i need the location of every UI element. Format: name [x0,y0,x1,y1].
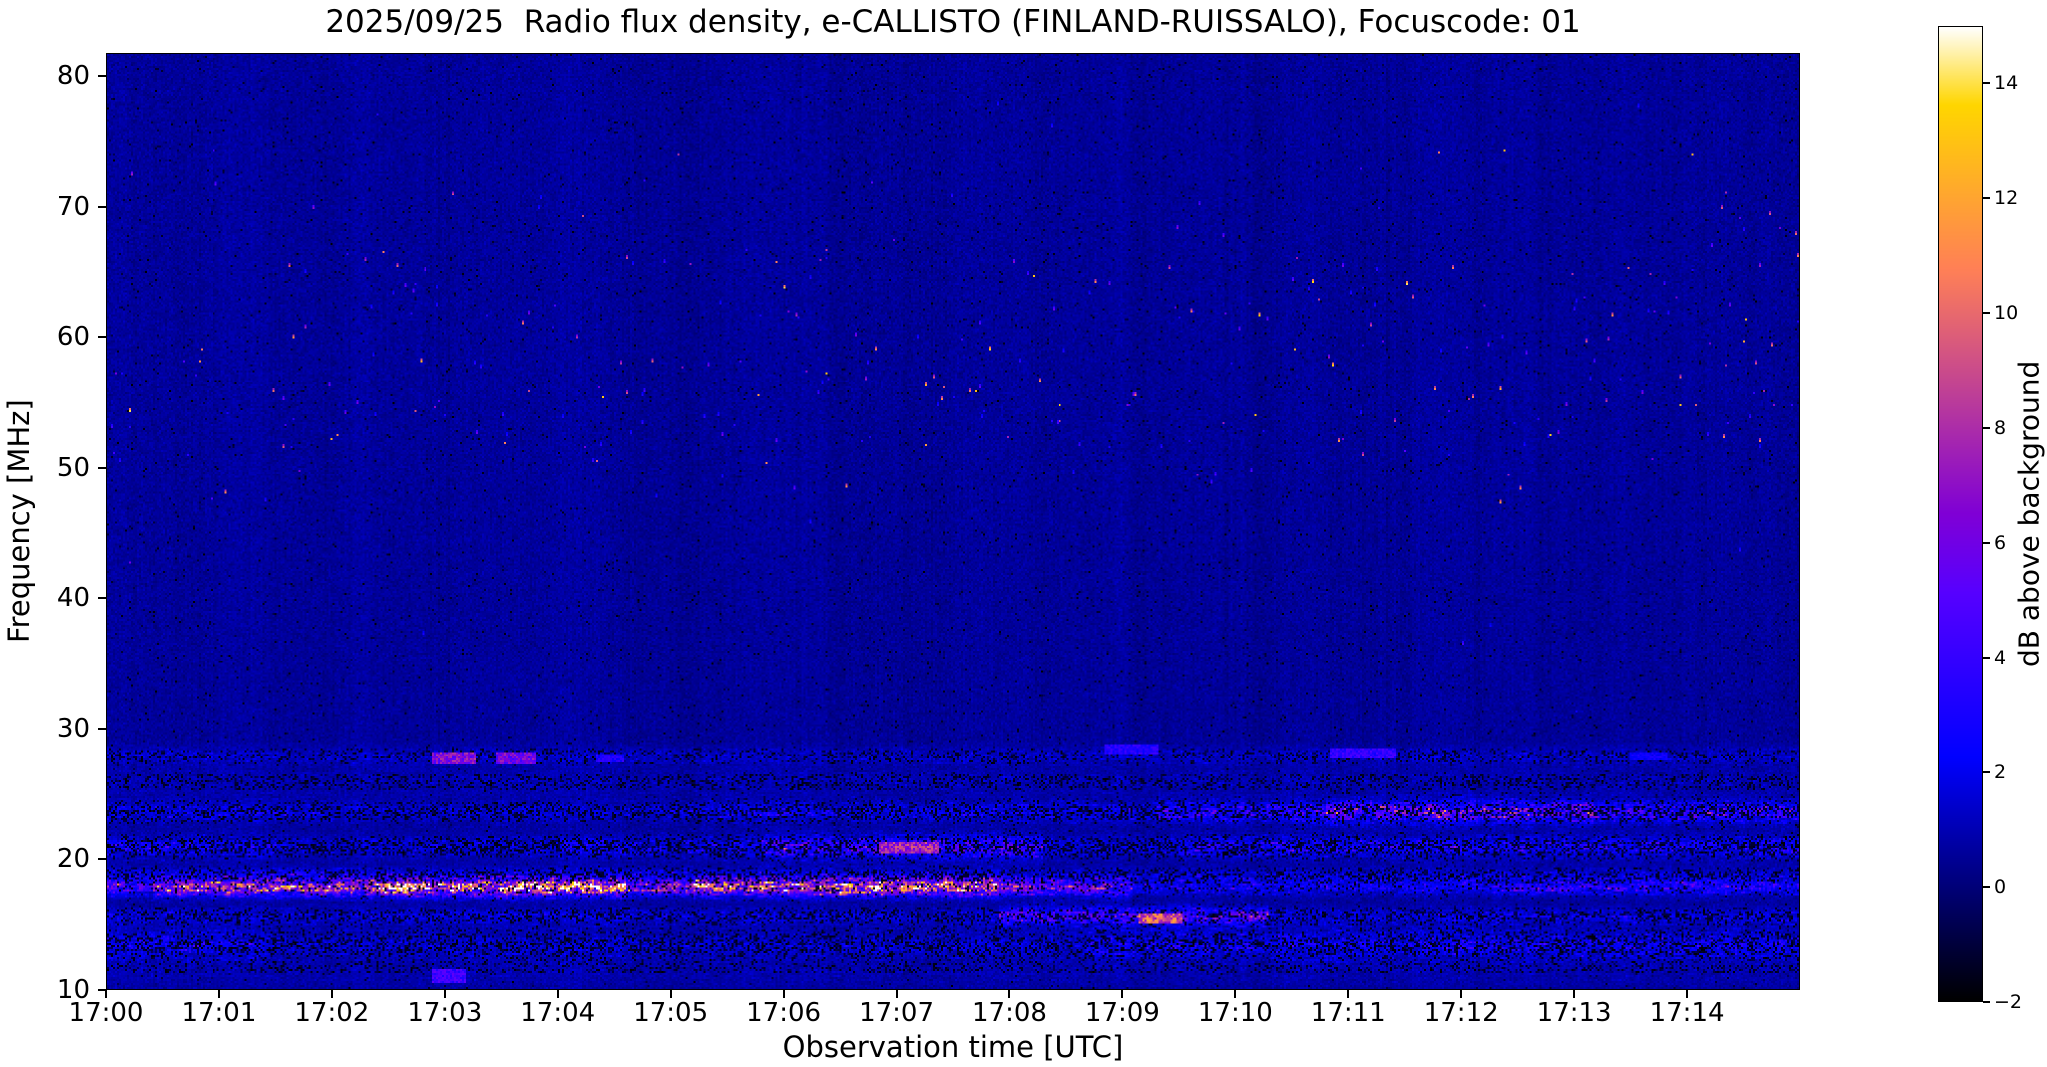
y-tick-mark [98,858,106,861]
x-tick-mark [105,990,107,998]
x-tick-label: 17:13 [1536,998,1612,1028]
x-tick-label: 17:09 [1084,998,1160,1028]
x-axis-label: Observation time [UTC] [782,1030,1124,1064]
y-tick-mark [98,205,106,208]
x-tick-mark [1008,990,1011,998]
colorbar-tick-mark [1983,82,1990,85]
colorbar-tick-mark [1983,886,1990,889]
colorbar-tick-mark [1983,656,1990,659]
x-tick-mark [1573,990,1576,998]
x-tick-label: 17:05 [633,998,709,1028]
chart-title: 2025/09/25 Radio flux density, e-CALLIST… [325,4,1581,40]
y-tick-mark [98,75,106,78]
colorbar-tick-mark [1983,1001,1990,1003]
x-tick-mark [669,990,672,998]
colorbar-tick-mark [1983,541,1990,544]
x-tick-label: 17:12 [1423,998,1499,1028]
spectrogram-canvas [107,54,1799,989]
colorbar-tick-label: 10 [1994,302,2019,325]
y-tick-mark [98,336,106,339]
x-tick-mark [443,990,446,998]
y-tick-label: 60 [56,322,90,353]
x-tick-label: 17:07 [859,998,934,1028]
colorbar-tick-mark [1983,197,1990,200]
y-tick-mark [98,989,106,991]
colorbar-tick-label: −2 [1994,991,2023,1013]
colorbar-tick-label: 6 [1994,531,2007,554]
colorbar-tick-label: 12 [1994,187,2019,210]
colorbar [1938,26,1983,1002]
x-tick-mark [1686,990,1689,998]
y-tick-label: 10 [56,975,90,1005]
x-tick-label: 17:02 [294,998,370,1028]
x-tick-mark [895,990,898,998]
x-tick-label: 17:03 [407,998,483,1028]
colorbar-tick-mark [1983,426,1990,429]
spectrogram-plot [106,53,1800,990]
colorbar-tick-label: 14 [1994,72,2019,95]
colorbar-tick-mark [1983,312,1990,315]
y-tick-label: 20 [56,844,90,875]
x-tick-label: 17:11 [1310,998,1386,1028]
x-tick-label: 17:00 [68,998,144,1028]
x-tick-mark [782,990,785,998]
x-tick-mark [330,990,333,998]
colorbar-tick-label: 4 [1994,646,2007,669]
x-tick-label: 17:08 [971,998,1047,1028]
colorbar-tick-mark [1983,771,1990,774]
x-tick-mark [1234,990,1237,998]
y-tick-label: 30 [56,713,90,744]
x-tick-label: 17:04 [520,998,596,1028]
y-tick-mark [98,466,106,469]
colorbar-label: dB above background [2012,360,2046,668]
x-tick-label: 17:01 [181,998,257,1028]
colorbar-tick-label: 0 [1994,876,2007,899]
colorbar-gradient-canvas [1939,27,1982,1001]
x-tick-label: 17:10 [1197,998,1273,1028]
y-tick-label: 80 [56,61,90,92]
x-tick-label: 17:14 [1649,998,1725,1028]
x-tick-mark [1347,990,1350,998]
x-tick-mark [1121,990,1124,998]
y-tick-label: 70 [56,191,90,222]
x-tick-mark [1460,990,1463,998]
colorbar-tick-label: 8 [1994,416,2007,439]
y-tick-mark [98,727,106,730]
y-tick-mark [98,597,106,600]
x-tick-mark [217,990,220,998]
x-tick-label: 17:06 [746,998,822,1028]
colorbar-tick-label: 2 [1994,761,2007,784]
y-tick-label: 50 [56,452,90,483]
y-tick-label: 40 [56,583,90,614]
x-tick-mark [556,990,559,998]
